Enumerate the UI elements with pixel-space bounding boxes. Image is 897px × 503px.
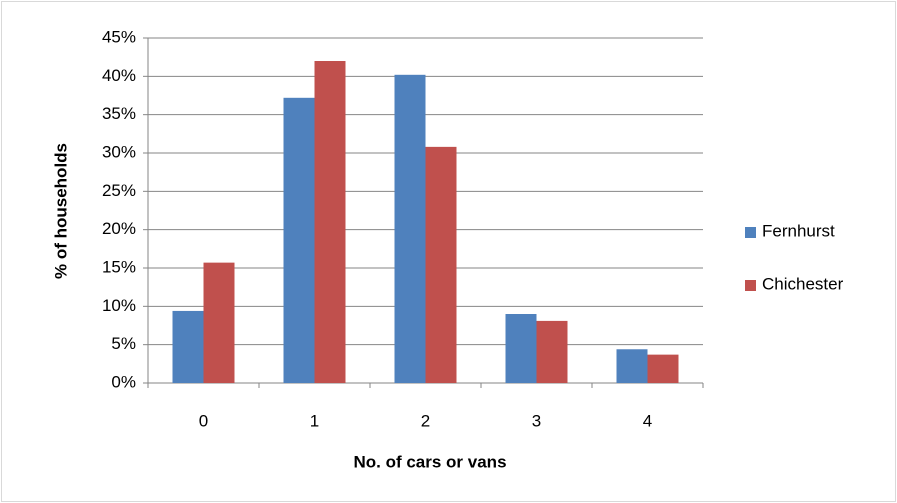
bar — [172, 310, 204, 383]
y-tick-label: 10% — [102, 296, 136, 315]
y-axis-title: % of households — [51, 143, 70, 279]
bar — [314, 61, 346, 383]
y-tick-label: 15% — [102, 257, 136, 276]
y-tick-label: 30% — [102, 142, 136, 161]
bar — [283, 97, 315, 384]
y-tick-label: 5% — [111, 334, 136, 353]
y-tick-label: 20% — [102, 219, 136, 238]
legend-label: Chichester — [762, 274, 844, 293]
x-tick-label: 3 — [532, 411, 541, 430]
bar — [203, 262, 235, 383]
legend-swatch — [745, 280, 756, 291]
x-tick-label: 0 — [199, 411, 208, 430]
bar — [536, 320, 568, 383]
x-tick-label: 4 — [643, 411, 652, 430]
bar — [505, 314, 537, 383]
legend-swatch — [745, 227, 756, 238]
x-tick-label: 1 — [310, 411, 319, 430]
y-tick-label: 0% — [111, 372, 136, 391]
x-tick-label: 2 — [421, 411, 430, 430]
y-tick-label: 45% — [102, 27, 136, 46]
legend-label: Fernhurst — [762, 221, 835, 240]
bar — [425, 146, 457, 383]
y-tick-label: 25% — [102, 181, 136, 200]
bar — [647, 354, 679, 383]
x-axis-title: No. of cars or vans — [353, 452, 506, 471]
bar — [394, 74, 426, 384]
bar — [616, 349, 648, 383]
y-tick-label: 40% — [102, 66, 136, 85]
y-tick-label: 35% — [102, 104, 136, 123]
